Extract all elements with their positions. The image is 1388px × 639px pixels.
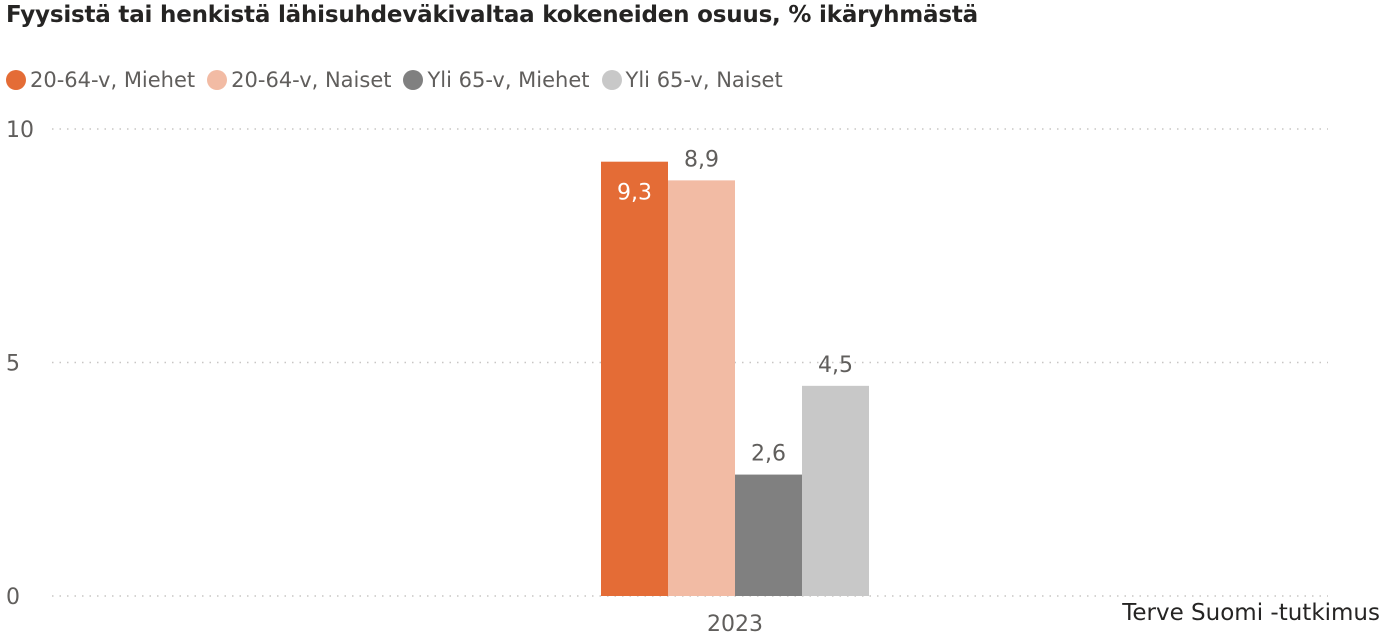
- x-tick-label: 2023: [707, 612, 763, 637]
- data-label: 4,5: [818, 353, 853, 378]
- legend-label: Yli 65-v, Naiset: [625, 68, 783, 92]
- y-tick-label: 10: [6, 118, 34, 143]
- source-note: Terve Suomi -tutkimus: [1122, 600, 1380, 626]
- legend-swatch: [601, 70, 622, 90]
- legend-label: 20-64-v, Miehet: [30, 68, 196, 92]
- bar: [735, 474, 802, 596]
- legend-label: Yli 65-v, Miehet: [427, 68, 590, 92]
- data-label: 8,9: [684, 147, 719, 172]
- legend-item[interactable]: 20-64-v, Miehet: [6, 68, 195, 92]
- legend-item[interactable]: Yli 65-v, Miehet: [403, 68, 590, 92]
- legend-item[interactable]: 20-64-v, Naiset: [207, 68, 391, 92]
- data-label: 9,3: [617, 181, 652, 206]
- bar: [668, 180, 735, 596]
- bar: [802, 385, 869, 596]
- legend-swatch: [403, 70, 424, 90]
- chart-title: Fyysistä tai henkistä lähisuhdeväkivalta…: [6, 2, 978, 28]
- bar: [601, 161, 668, 596]
- y-tick-label: 5: [6, 352, 20, 377]
- legend-item[interactable]: Yli 65-v, Naiset: [601, 68, 783, 92]
- legend: 20-64-v, Miehet 20-64-v, Naiset Yli 65-v, …: [6, 66, 795, 94]
- data-label: 2,6: [751, 442, 786, 467]
- y-tick-label: 0: [6, 585, 20, 610]
- legend-swatch: [6, 70, 26, 90]
- legend-swatch: [207, 70, 228, 90]
- legend-label: 20-64-v, Naiset: [231, 68, 392, 92]
